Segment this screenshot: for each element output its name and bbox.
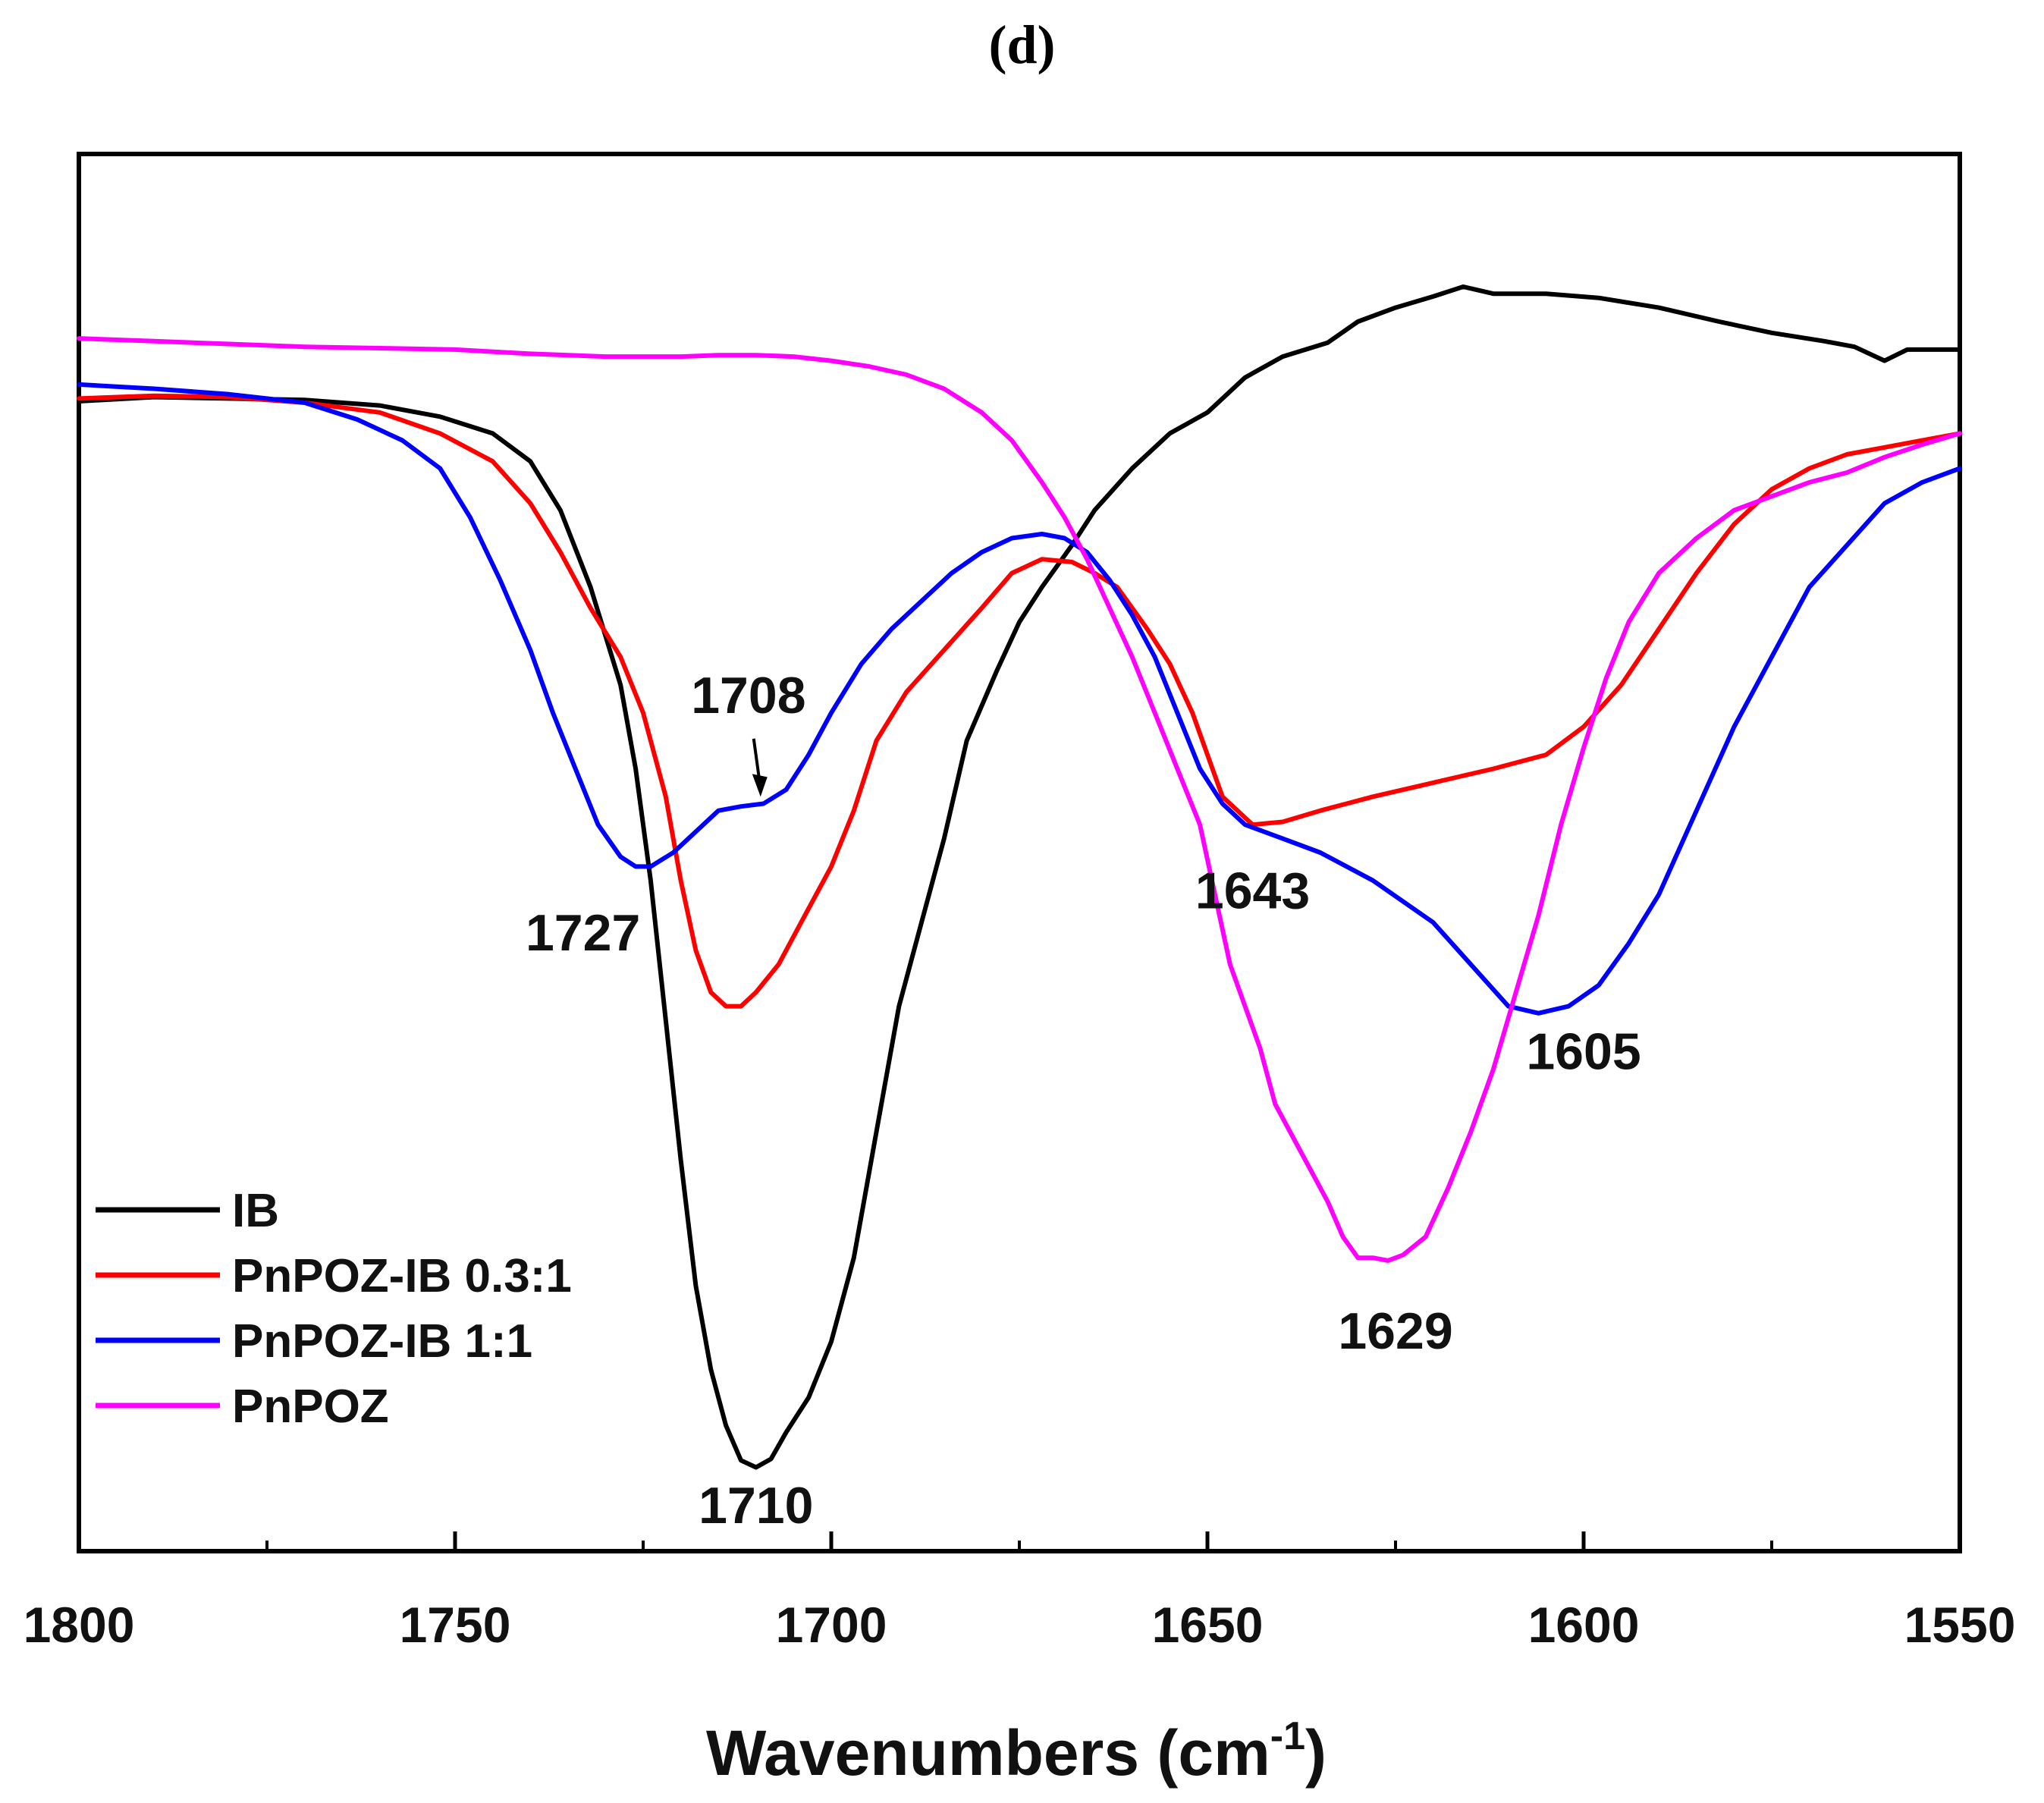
x-axis-ticks: 1800 1750 1700 1650 1600 1550 — [24, 1531, 2016, 1653]
legend-label: PnPOZ — [232, 1381, 389, 1433]
series-line-pnpoz-ib-0-3-1 — [77, 393, 1962, 1009]
x-tick-label: 1750 — [400, 1597, 511, 1653]
peak-label: 1643 — [1195, 862, 1310, 920]
x-tick-label: 1800 — [24, 1597, 135, 1653]
peak-label: 1605 — [1526, 1023, 1641, 1081]
x-axis-title-text: Wavenumbers (cm — [706, 1717, 1270, 1789]
legend: IB PnPOZ-IB 0.3:1 PnPOZ-IB 1:1 PnPOZ — [96, 1185, 572, 1433]
legend-label: PnPOZ-IB 1:1 — [232, 1315, 532, 1368]
series-line-pnpoz — [77, 336, 1962, 1263]
x-axis-title: Wavenumbers (cm-1) — [706, 1714, 1327, 1789]
peak-label: 1710 — [699, 1477, 813, 1534]
series-line-ib — [77, 284, 1962, 1470]
peak-label: 1727 — [526, 904, 640, 962]
x-axis-title-superscript: -1 — [1270, 1714, 1305, 1758]
legend-label: PnPOZ-IB 0.3:1 — [232, 1250, 572, 1302]
x-tick-label: 1650 — [1152, 1597, 1264, 1653]
legend-label: IB — [232, 1185, 279, 1237]
panel-label: (d) — [988, 14, 1056, 75]
peak-annotations: 1708 1727 1643 1605 1629 1710 — [526, 667, 1641, 1534]
x-tick-label: 1700 — [776, 1597, 887, 1653]
x-axis-title-close: ) — [1305, 1717, 1327, 1789]
x-tick-label: 1550 — [1904, 1597, 2016, 1653]
x-tick-label: 1600 — [1528, 1597, 1640, 1653]
series-line-pnpoz-ib-1-1 — [77, 382, 1962, 1016]
annotation-arrow-head — [752, 774, 768, 797]
peak-label: 1629 — [1338, 1302, 1452, 1360]
peak-label: 1708 — [691, 667, 805, 724]
series-lines — [77, 284, 1962, 1470]
